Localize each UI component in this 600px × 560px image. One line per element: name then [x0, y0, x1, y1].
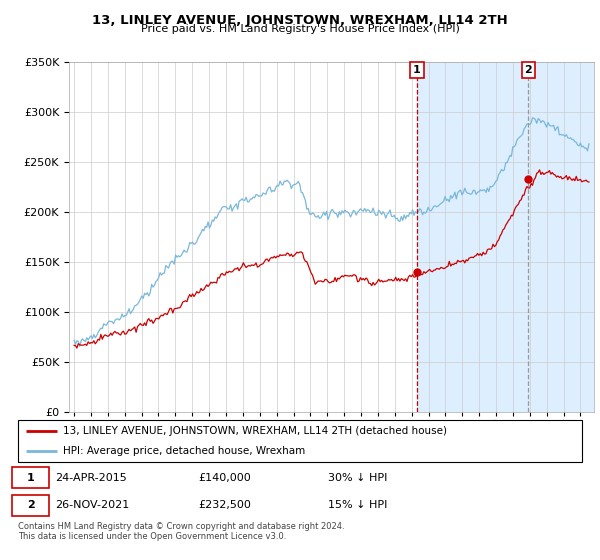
Text: 24-APR-2015: 24-APR-2015	[55, 473, 127, 483]
Text: 1: 1	[413, 65, 421, 75]
Text: 2: 2	[27, 500, 35, 510]
Text: £140,000: £140,000	[199, 473, 251, 483]
Text: 1: 1	[27, 473, 35, 483]
Text: Contains HM Land Registry data © Crown copyright and database right 2024.
This d: Contains HM Land Registry data © Crown c…	[18, 522, 344, 542]
Text: 26-NOV-2021: 26-NOV-2021	[55, 500, 129, 510]
Text: 30% ↓ HPI: 30% ↓ HPI	[328, 473, 388, 483]
Text: £232,500: £232,500	[199, 500, 251, 510]
FancyBboxPatch shape	[18, 420, 582, 462]
FancyBboxPatch shape	[13, 494, 49, 516]
FancyBboxPatch shape	[13, 467, 49, 488]
Text: 2: 2	[524, 65, 532, 75]
Text: 13, LINLEY AVENUE, JOHNSTOWN, WREXHAM, LL14 2TH (detached house): 13, LINLEY AVENUE, JOHNSTOWN, WREXHAM, L…	[63, 426, 447, 436]
Text: 15% ↓ HPI: 15% ↓ HPI	[328, 500, 388, 510]
Text: HPI: Average price, detached house, Wrexham: HPI: Average price, detached house, Wrex…	[63, 446, 305, 456]
Text: Price paid vs. HM Land Registry's House Price Index (HPI): Price paid vs. HM Land Registry's House …	[140, 24, 460, 34]
Bar	[417, 62, 598, 412]
Text: 13, LINLEY AVENUE, JOHNSTOWN, WREXHAM, LL14 2TH: 13, LINLEY AVENUE, JOHNSTOWN, WREXHAM, L…	[92, 14, 508, 27]
